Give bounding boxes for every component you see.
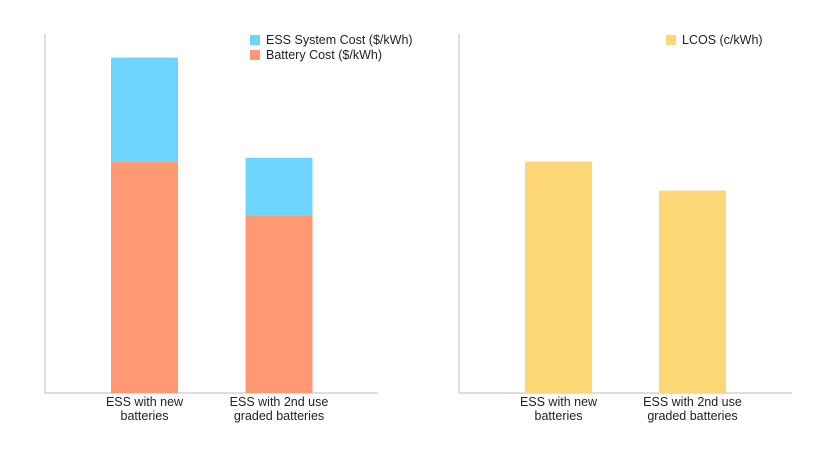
bar-secondary-1 — [111, 57, 178, 162]
legend-label: ESS System Cost ($/kWh) — [266, 33, 413, 47]
x-tick-label: batteries — [535, 409, 583, 423]
bar-primary-2 — [245, 215, 313, 393]
legend-label: Battery Cost ($/kWh) — [266, 48, 382, 62]
x-tick-label: graded batteries — [234, 409, 324, 423]
x-tick-label: graded batteries — [647, 409, 737, 423]
legend-swatch — [250, 50, 260, 60]
legend-swatch — [250, 35, 260, 45]
x-tick-label: ESS with 2nd use — [230, 395, 329, 409]
x-tick-label: ESS with 2nd use — [643, 395, 742, 409]
bar-secondary-2 — [245, 157, 313, 216]
x-tick-label: ESS with new — [106, 395, 184, 409]
bar-primary-2 — [659, 190, 726, 393]
bar-primary-1 — [525, 161, 592, 393]
x-tick-label: batteries — [121, 409, 169, 423]
legend-label: LCOS (c/kWh) — [682, 33, 763, 47]
x-tick-label: ESS with new — [520, 395, 598, 409]
bar-primary-1 — [111, 161, 178, 393]
legend-swatch — [666, 35, 676, 45]
